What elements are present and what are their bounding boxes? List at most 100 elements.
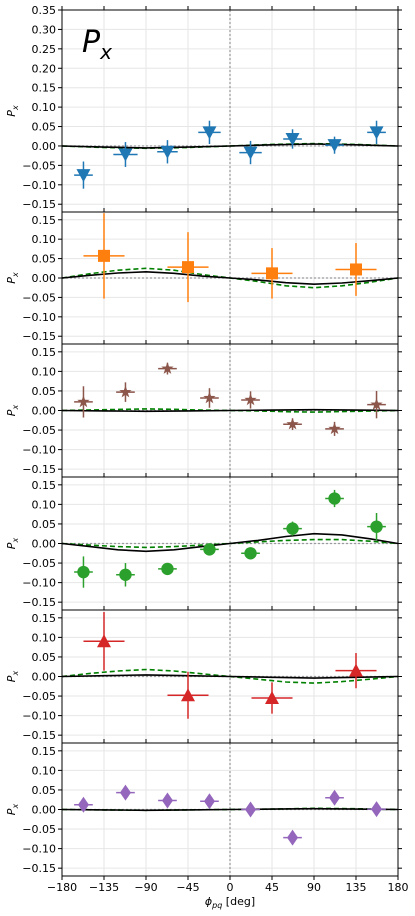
y-tick-label: 0.15 bbox=[32, 82, 57, 95]
data-point bbox=[283, 417, 302, 431]
y-tick-label: −0.15 bbox=[22, 862, 56, 875]
y-tick-label: −0.05 bbox=[22, 291, 56, 304]
data-point bbox=[113, 142, 138, 167]
solid-model-curve bbox=[61, 532, 399, 553]
data-point bbox=[367, 512, 386, 541]
y-tick-label: −0.15 bbox=[22, 596, 56, 609]
triangle-down-marker bbox=[160, 145, 175, 159]
y-tick-label: 0.05 bbox=[32, 253, 57, 266]
x-tick-label: 90 bbox=[307, 881, 321, 894]
data-point bbox=[251, 682, 293, 714]
y-tick-label: 0.05 bbox=[32, 518, 57, 531]
y-tick-label: 0.00 bbox=[32, 804, 57, 817]
y-tick-label: 0.15 bbox=[32, 346, 57, 359]
diamond-marker bbox=[329, 789, 341, 806]
triangle-up-marker bbox=[97, 634, 111, 648]
y-tick-label: 0.00 bbox=[32, 538, 57, 551]
data-point bbox=[239, 140, 262, 165]
square-marker bbox=[350, 263, 362, 276]
y-axis-label: Px bbox=[5, 105, 20, 117]
diamond-marker bbox=[119, 784, 131, 801]
y-tick-label: −0.10 bbox=[22, 710, 56, 723]
y-tick-label: 0.25 bbox=[32, 43, 57, 56]
data-point bbox=[116, 784, 135, 801]
triangle-down-marker bbox=[76, 169, 91, 183]
data-point bbox=[367, 801, 386, 818]
data-point bbox=[83, 611, 125, 671]
solid-model-curve bbox=[61, 807, 399, 812]
y-tick-label: 0.10 bbox=[32, 631, 57, 644]
x-tick-label: −45 bbox=[176, 881, 199, 894]
solid-model-curve bbox=[61, 270, 399, 286]
data-point bbox=[74, 796, 93, 813]
data-point bbox=[200, 543, 219, 556]
panel-5: −0.15 −0.10 −0.05 0.00 0.05 0.10 0.15 Px bbox=[5, 606, 402, 747]
data-point bbox=[283, 829, 302, 846]
data-point bbox=[241, 801, 260, 818]
y-axis-label: Px bbox=[5, 671, 20, 683]
data-point bbox=[367, 120, 386, 145]
y-axis-label-subscript: x bbox=[11, 671, 20, 677]
y-tick-label: −0.05 bbox=[22, 557, 56, 570]
y-tick-label: 0.05 bbox=[32, 784, 57, 797]
data-point bbox=[335, 653, 377, 689]
y-axis-label-subscript: x bbox=[11, 272, 20, 278]
star-marker bbox=[244, 393, 257, 406]
triangle-down-marker bbox=[327, 139, 342, 153]
x-tick-label: 45 bbox=[265, 881, 279, 894]
y-tick-label: 0.10 bbox=[32, 498, 57, 511]
data-point bbox=[251, 248, 293, 299]
y-tick-label: 0.00 bbox=[32, 272, 57, 285]
star-marker bbox=[370, 398, 383, 410]
data-point bbox=[325, 421, 344, 436]
data-point bbox=[325, 789, 344, 806]
square-marker bbox=[98, 249, 110, 262]
y-tick-label: 0.05 bbox=[32, 121, 57, 134]
data-point bbox=[367, 390, 386, 419]
y-tick-label: 0.30 bbox=[32, 23, 57, 36]
y-tick-label: 0.15 bbox=[32, 479, 57, 492]
y-tick-label: −0.10 bbox=[22, 843, 56, 856]
panels-group: −0.15 −0.10 −0.05 0.00 0.05 0.10 0.15 0.20 0.25 0… bbox=[5, 4, 409, 894]
panel-6: −0.15 −0.10 −0.05 0.00 0.05 0.10 0.15 −180 −135 −… bbox=[5, 739, 409, 894]
figure-title-subscript: x bbox=[99, 40, 112, 64]
circle-marker bbox=[328, 492, 341, 505]
figure-title: Px bbox=[82, 25, 112, 64]
y-axis-label: Px bbox=[5, 272, 20, 284]
data-point bbox=[74, 556, 93, 588]
y-tick-label: −0.10 bbox=[22, 179, 56, 192]
diamond-marker bbox=[203, 793, 215, 810]
x-tick-label: 180 bbox=[388, 881, 409, 894]
circle-marker bbox=[119, 568, 132, 581]
y-tick-label: 0.05 bbox=[32, 651, 57, 664]
y-tick-label: 0.00 bbox=[32, 140, 57, 153]
x-tick-label: −180 bbox=[47, 881, 77, 894]
star-marker bbox=[328, 422, 341, 435]
y-tick-label: 0.10 bbox=[32, 365, 57, 378]
data-point bbox=[283, 129, 302, 149]
triangle-down-marker bbox=[118, 148, 133, 162]
data-point bbox=[157, 140, 178, 164]
star-marker bbox=[119, 385, 132, 398]
triangle-up-marker bbox=[349, 663, 363, 677]
star-marker bbox=[77, 395, 90, 408]
y-axis-label-subscript: x bbox=[11, 538, 20, 544]
y-tick-label: −0.05 bbox=[22, 159, 56, 172]
data-point bbox=[283, 521, 302, 536]
diamond-marker bbox=[245, 801, 257, 818]
y-axis-label: Px bbox=[5, 538, 20, 550]
circle-marker bbox=[77, 565, 90, 579]
panel-2: −0.15 −0.10 −0.05 0.00 0.05 0.10 0.15 Px bbox=[5, 208, 402, 348]
y-tick-label: 0.10 bbox=[32, 101, 57, 114]
x-tick-label: 135 bbox=[346, 881, 367, 894]
triangle-down-marker bbox=[369, 126, 384, 140]
data-point bbox=[241, 547, 260, 560]
diamond-marker bbox=[77, 796, 89, 813]
data-point bbox=[74, 386, 93, 418]
data-point bbox=[158, 792, 177, 809]
y-tick-label: −0.10 bbox=[22, 444, 56, 457]
y-tick-label: 0.20 bbox=[32, 62, 57, 75]
triangle-down-marker bbox=[285, 132, 300, 146]
y-axis-label: Px bbox=[5, 405, 20, 417]
